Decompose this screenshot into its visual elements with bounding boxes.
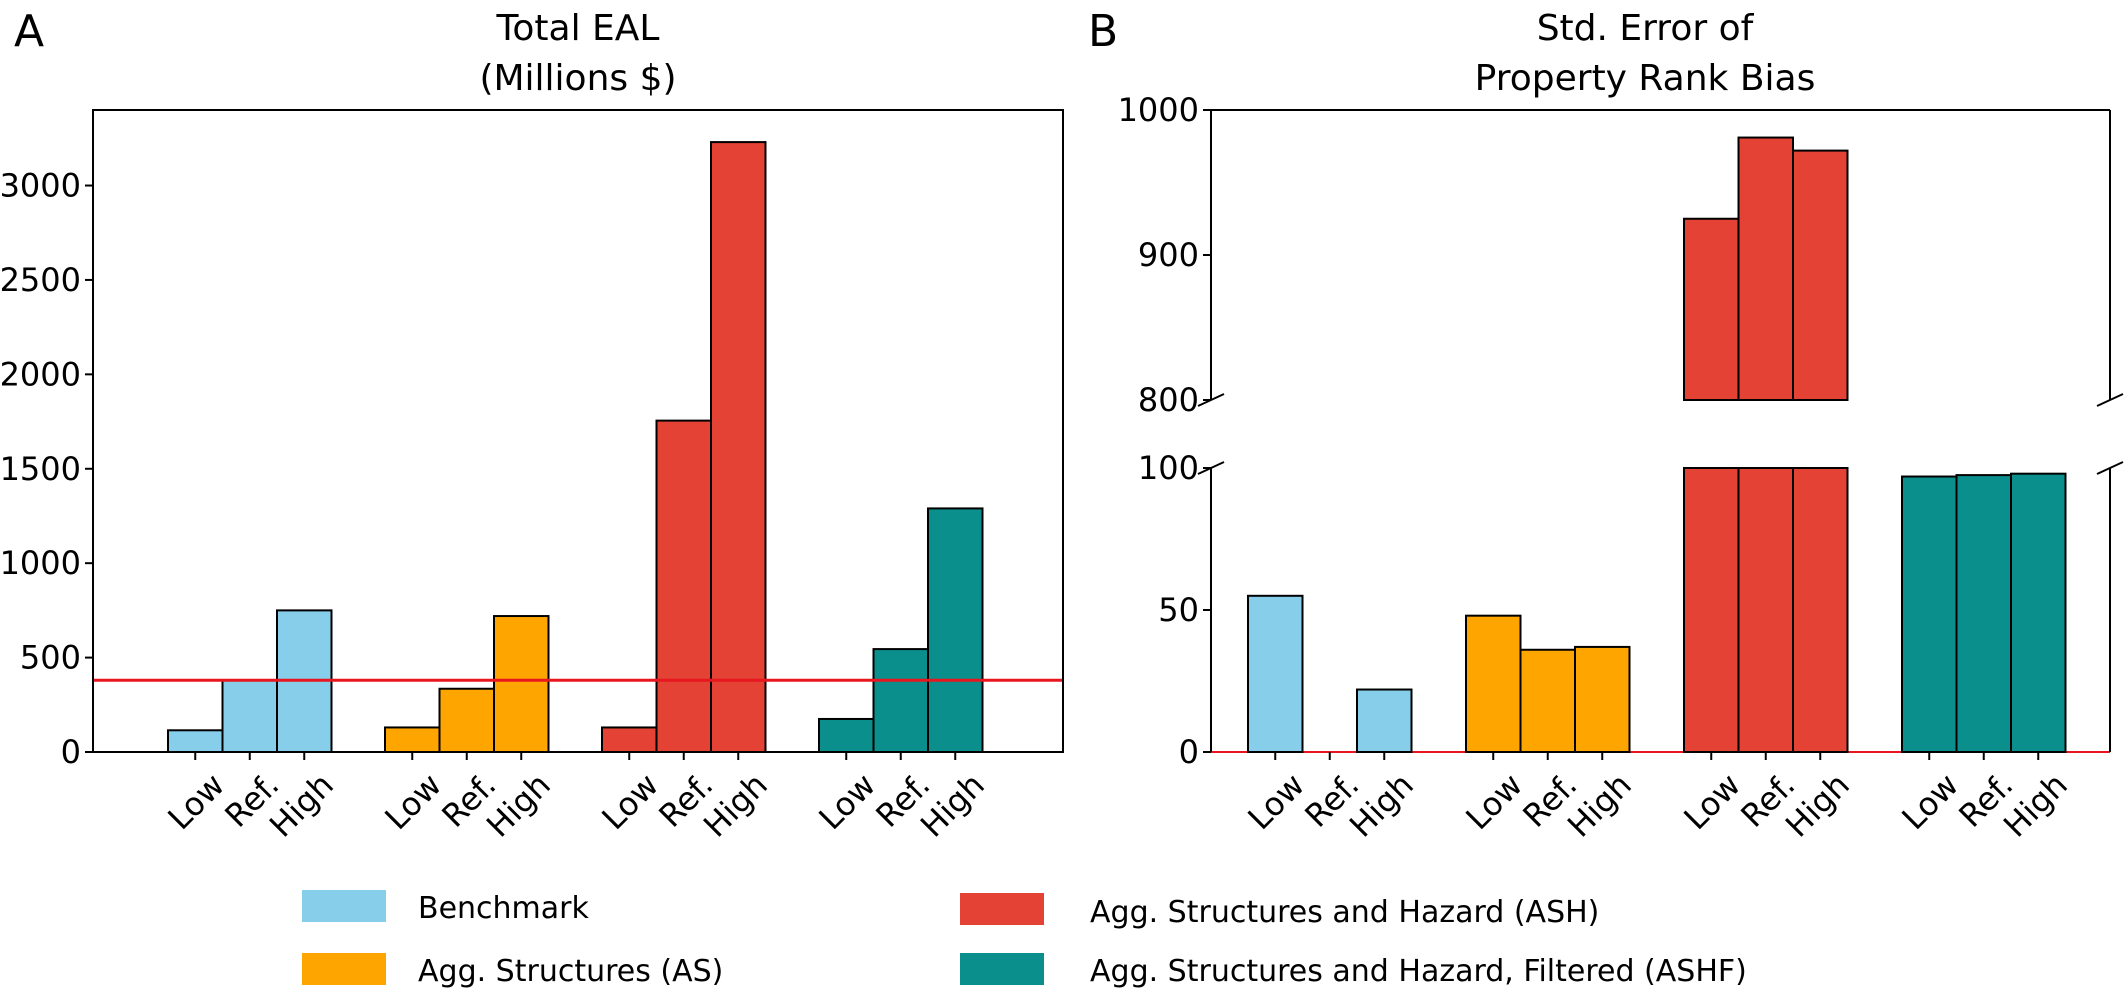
panel-a-title-line-1: Total EAL	[496, 8, 660, 49]
legend-swatch-benchmark	[302, 890, 386, 922]
bar-a-ashf-low	[818, 717, 875, 753]
bar-a-ash-high	[710, 141, 767, 754]
axes-frame-a	[92, 109, 1064, 753]
xtick-label-a-low: Low	[811, 766, 882, 837]
legend-label-benchmark: Benchmark	[418, 891, 590, 926]
xtick-label-b-low: Low	[1676, 766, 1747, 837]
ytick-label-a-500: 500	[20, 639, 81, 677]
bar-a-as-low	[384, 726, 441, 753]
ytick-label-a-0: 0	[61, 733, 81, 771]
bar-b-lower-ashf-low	[1901, 475, 1958, 753]
bar-b-upper-ash-low	[1683, 217, 1740, 401]
xtick-label-a-high: High	[696, 766, 775, 845]
panel-b-letter: B	[1088, 6, 1118, 57]
legend-swatch-ashf	[960, 953, 1044, 985]
panel-a-title-line-2: (Millions $)	[479, 58, 676, 99]
xtick-label-a-low: Low	[377, 766, 448, 837]
legend-label-ash: Agg. Structures and Hazard (ASH)	[1090, 895, 1599, 930]
xtick-label-a-high: High	[262, 766, 341, 845]
xtick-label-b-low: Low	[1240, 766, 1311, 837]
legend-label-ashf: Agg. Structures and Hazard, Filtered (AS…	[1090, 954, 1747, 989]
bar-b-lower-ashf-ref	[1955, 474, 2012, 753]
legend-swatch-as	[302, 953, 386, 985]
bar-b-lower-ashf-high	[2010, 472, 2067, 753]
bar-a-benchmark-ref	[221, 679, 278, 754]
ytick-label-a-1500: 1500	[0, 450, 81, 488]
xtick-label-b-low: Low	[1458, 766, 1529, 837]
panel-b-title-line-1: Std. Error of	[1537, 8, 1755, 49]
xtick-label-b-low: Low	[1894, 766, 1965, 837]
bar-b-lower-as-low	[1465, 614, 1522, 753]
bar-b-upper-ash-ref	[1737, 136, 1794, 402]
ytick-label-b-lower-100: 100	[1138, 449, 1199, 487]
legend-swatch-ash	[960, 893, 1044, 925]
bar-a-benchmark-low	[167, 729, 224, 753]
legend: Benchmark Agg. Structures and Hazard (AS…	[302, 890, 1747, 989]
xtick-label-b-high: High	[1996, 766, 2075, 845]
bar-b-lower-ash-low	[1683, 467, 1740, 753]
ytick-label-b-upper-1000: 1000	[1118, 91, 1199, 129]
ytick-label-a-2000: 2000	[0, 355, 81, 393]
bar-b-lower-ash-high	[1792, 467, 1849, 753]
ytick-label-a-2500: 2500	[0, 261, 81, 299]
panel-b-title-line-2: Property Rank Bias	[1475, 58, 1816, 99]
axis-break-mark-lower-right	[2096, 461, 2124, 475]
bar-b-lower-benchmark-high	[1356, 688, 1413, 754]
ytick-label-b-lower-0: 0	[1179, 733, 1199, 771]
legend-label-as: Agg. Structures (AS)	[418, 954, 723, 989]
bar-b-upper-ash-high	[1792, 149, 1849, 401]
bar-a-as-ref	[438, 687, 495, 754]
xtick-label-a-high: High	[913, 766, 992, 845]
bar-a-ashf-ref	[872, 648, 929, 754]
bar-a-ash-low	[601, 726, 658, 753]
xtick-label-a-high: High	[479, 766, 558, 845]
bar-b-lower-ash-ref	[1737, 467, 1794, 753]
ytick-label-a-3000: 3000	[0, 167, 81, 205]
bar-b-lower-benchmark-low	[1247, 594, 1304, 753]
ytick-label-b-upper-800: 800	[1138, 381, 1199, 419]
bar-b-lower-as-ref	[1519, 648, 1576, 754]
xtick-label-a-low: Low	[594, 766, 665, 837]
ytick-label-b-lower-50: 50	[1158, 591, 1199, 629]
xtick-label-a-low: Low	[160, 766, 231, 837]
xtick-label-b-high: High	[1778, 766, 1857, 845]
xtick-label-b-high: High	[1342, 766, 1421, 845]
ytick-label-a-1000: 1000	[0, 544, 81, 582]
ytick-label-b-upper-900: 900	[1138, 236, 1199, 274]
bar-a-ashf-high	[927, 507, 984, 753]
bar-b-lower-as-high	[1574, 645, 1631, 753]
panel-a-letter: A	[14, 6, 44, 57]
axis-break-mark-upper-right	[2096, 393, 2124, 407]
bar-a-as-high	[493, 615, 550, 753]
bar-a-ash-ref	[655, 419, 712, 753]
xtick-label-b-high: High	[1560, 766, 1639, 845]
